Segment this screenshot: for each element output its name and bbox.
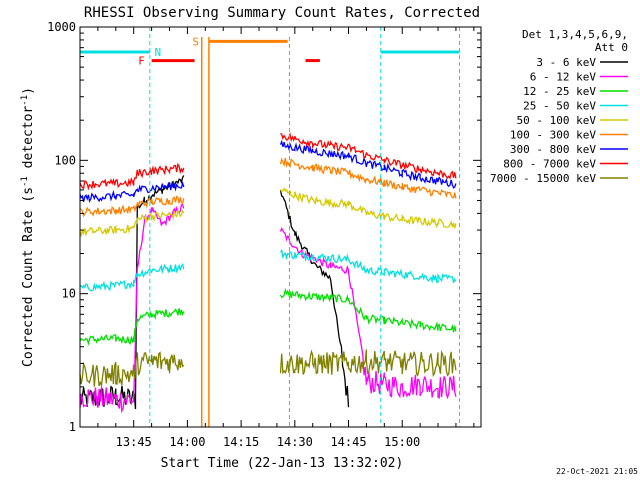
plot-frame bbox=[79, 26, 482, 428]
x-tick-label: 13:45 bbox=[116, 435, 152, 449]
annotation-label-f: F bbox=[138, 55, 145, 68]
legend-label-3-6-kev: 3 - 6 keV bbox=[536, 56, 596, 69]
legend-label-800-7000-kev: 800 - 7000 keV bbox=[503, 158, 596, 171]
legend-label-25-50-kev: 25 - 50 keV bbox=[523, 100, 596, 113]
series-line-7000-15000-kev bbox=[79, 349, 457, 388]
x-tick-label: 15:00 bbox=[384, 435, 420, 449]
series-line-50-100-kev bbox=[79, 187, 457, 238]
y-axis-label-sup1: -1 bbox=[20, 176, 30, 187]
y-tick-label: 10 bbox=[62, 287, 76, 301]
series-line-300-800-kev bbox=[79, 139, 457, 203]
y-axis-ticks: 1 10 100 1000 bbox=[47, 20, 481, 434]
y-axis-label-sup2: -1 bbox=[20, 95, 30, 106]
series-layer bbox=[79, 132, 457, 414]
legend-label-50-100-kev: 50 - 100 keV bbox=[517, 114, 597, 127]
y-axis-label-part1: Corrected Count Rate (s bbox=[21, 187, 36, 367]
legend-label-7000-15000-kev: 7000 - 15000 keV bbox=[490, 172, 596, 185]
y-axis-label-part3: ) bbox=[21, 87, 36, 95]
annotation-layer: NF S bbox=[80, 27, 461, 427]
y-axis-label: Corrected Count Rate (s-1 detector-1) bbox=[20, 87, 36, 367]
series-line-12-25-kev bbox=[79, 287, 457, 346]
series-line-800-7000-kev bbox=[79, 132, 457, 191]
legend-label-300-800-kev: 300 - 800 keV bbox=[510, 143, 596, 156]
annotation-label-n: N bbox=[155, 46, 162, 59]
x-tick-label: 14:00 bbox=[169, 435, 205, 449]
y-tick-label: 1 bbox=[69, 420, 76, 434]
y-axis-label-part2: detector bbox=[21, 106, 36, 177]
chart-title: RHESSI Observing Summary Count Rates, Co… bbox=[84, 5, 480, 21]
x-axis-ticks: 13:45 14:00 14:15 14:30 14:45 15:00 bbox=[97, 27, 475, 449]
y-tick-label: 1000 bbox=[47, 20, 76, 34]
x-tick-label: 14:15 bbox=[223, 435, 259, 449]
series-line-100-300-kev bbox=[79, 157, 457, 218]
generated-timestamp: 22-Oct-2021 21:05 bbox=[556, 467, 638, 476]
y-tick-label: 100 bbox=[54, 153, 76, 167]
series-line-25-50-kev bbox=[79, 248, 457, 292]
legend-label-12-25-kev: 12 - 25 keV bbox=[523, 85, 596, 98]
legend-header-detectors: Det 1,3,4,5,6,9, bbox=[522, 28, 628, 41]
x-axis-label: Start Time (22-Jan-13 13:32:02) bbox=[161, 456, 404, 471]
annotation-label-s: S bbox=[192, 35, 199, 48]
legend-label-100-300-kev: 100 - 300 keV bbox=[510, 129, 596, 142]
series-line-6-12-kev bbox=[79, 204, 457, 414]
x-tick-label: 14:30 bbox=[277, 435, 313, 449]
legend-label-6-12-kev: 6 - 12 keV bbox=[530, 71, 597, 84]
x-tick-label: 14:45 bbox=[330, 435, 366, 449]
legend-header-attenuator: Att 0 bbox=[595, 41, 628, 54]
legend: Det 1,3,4,5,6,9, Att 0 3 - 6 keV 6 - 12 k… bbox=[490, 28, 628, 185]
